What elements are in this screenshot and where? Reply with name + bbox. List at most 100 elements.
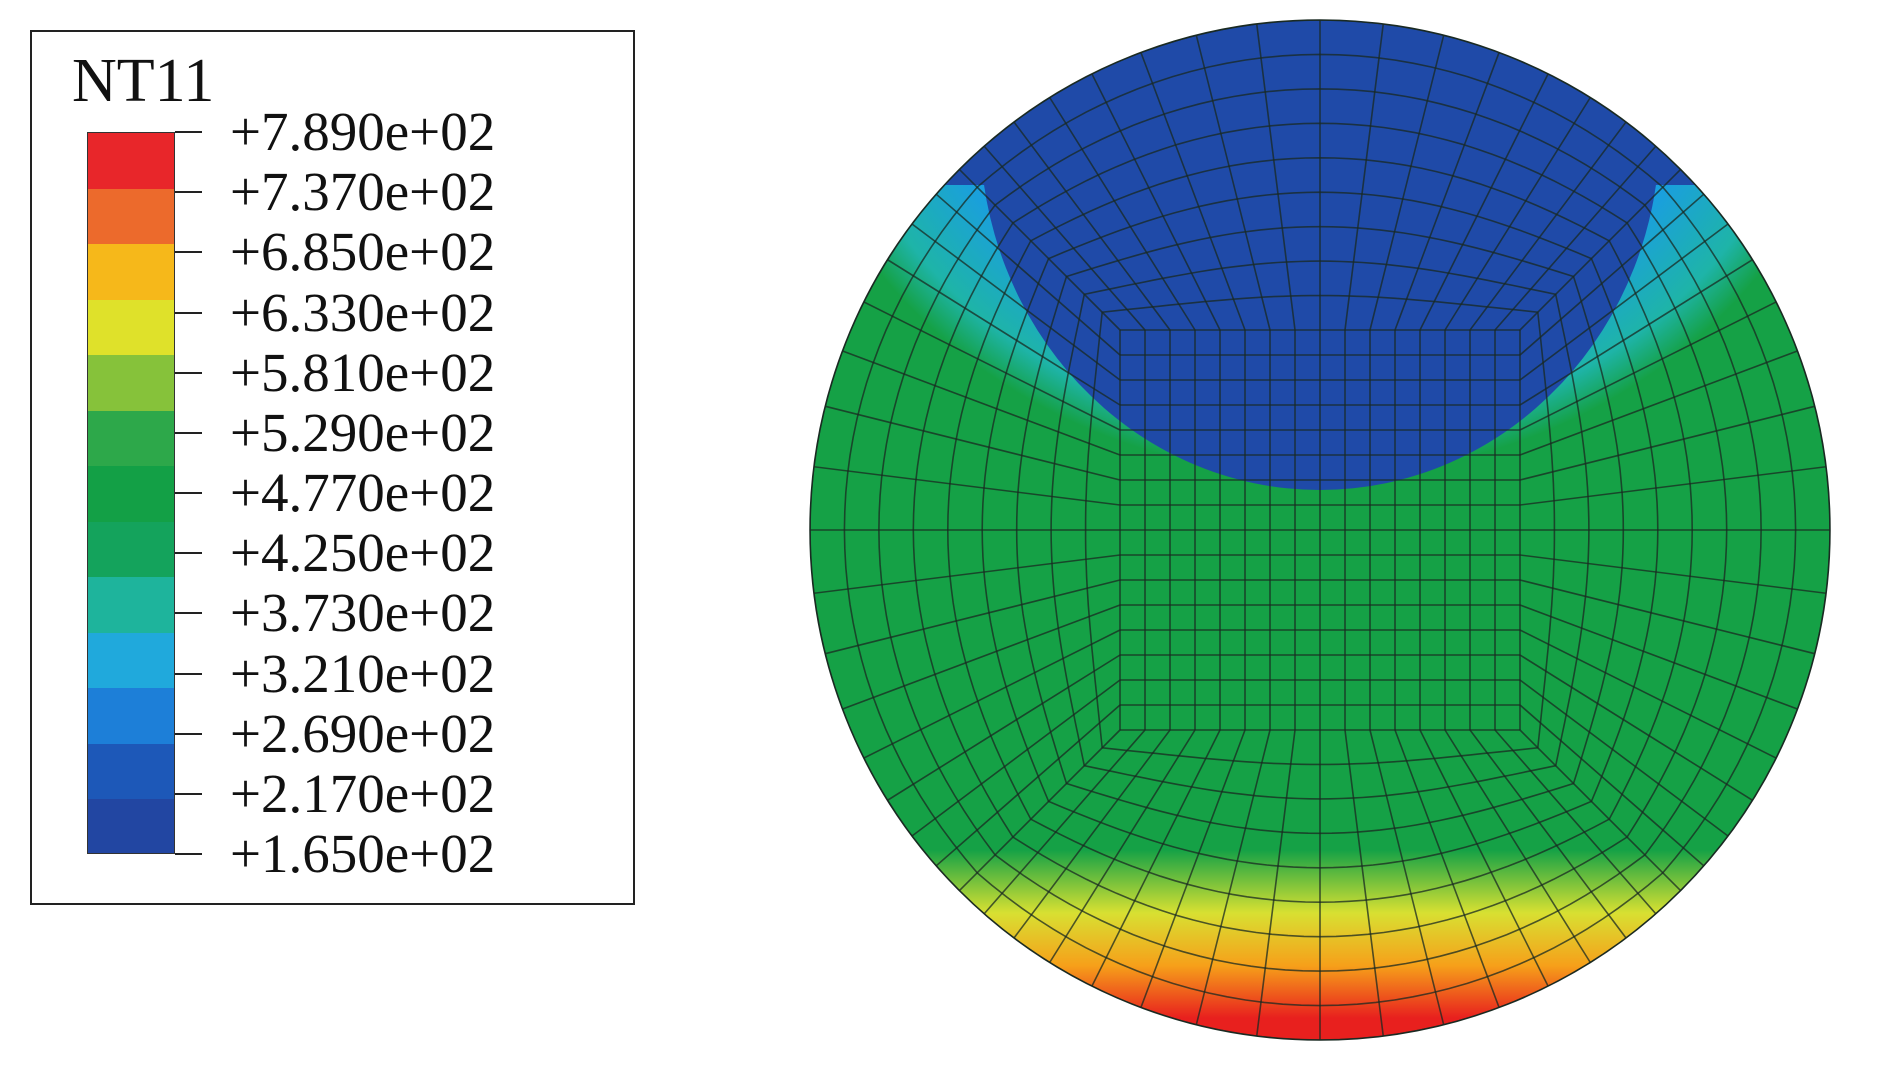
mesh-line [1519,217,1737,381]
legend-tick-label: +6.850e+02 [230,221,496,283]
legend-tick [175,552,202,555]
mesh-line [810,464,1121,506]
legend-tick-label: +4.250e+02 [230,522,496,584]
mesh-line [1193,729,1271,1035]
mesh-line [903,679,1121,843]
legend-tick [175,853,202,855]
mesh-line [1519,604,1808,714]
mesh-line [1469,113,1633,331]
legend-band [88,410,174,467]
mesh-line [1043,88,1196,331]
mesh-line [1519,346,1808,456]
finite-element-mesh [810,20,1830,1040]
mesh-line [1086,729,1221,996]
mesh-ring [1050,260,1590,800]
mesh-line [832,346,1121,456]
mesh-ring [1015,225,1625,835]
mesh-line [1519,554,1830,596]
legend-band [88,299,174,356]
legend-tick [175,492,202,494]
mesh-line [1519,161,1689,331]
mesh-line [1136,42,1246,331]
mesh-line [810,554,1121,596]
mesh-line [1519,464,1830,506]
legend-tick [175,792,202,795]
mesh-line [1369,729,1447,1035]
mesh-line [1494,137,1664,331]
mesh-ring [843,53,1797,1007]
mesh-line [951,161,1121,331]
mesh-line [1254,729,1296,1040]
legend-panel: NT11 +7.890e+02 +7.370e+02 +6.850e+02 +6.33… [30,30,635,905]
mesh-line [1086,64,1221,331]
mesh-line [854,296,1121,431]
mesh-line [854,629,1121,764]
legend-tick [175,672,202,675]
mesh-line [951,729,1121,899]
legend-tick-label: +7.890e+02 [230,101,496,162]
legend-band [88,577,174,633]
legend-tick [175,732,202,735]
mesh-ring [981,191,1659,869]
mesh-line [1519,654,1762,807]
legend-tick [175,612,202,615]
mesh-line [1494,729,1664,923]
mesh-line [927,704,1121,874]
mesh-line [1394,729,1504,1018]
legend-band [88,355,174,411]
mesh-ring [912,122,1728,938]
disc-outline [809,19,1831,1041]
mesh-line [1519,704,1713,874]
mesh-line [1519,186,1713,356]
legend-tick-label: +7.370e+02 [230,161,496,223]
legend-band [88,632,174,689]
legend-tick-label: +3.210e+02 [230,642,496,704]
legend-tick [175,131,202,133]
mesh-line [1419,729,1554,996]
mesh-line [1469,729,1633,947]
mesh-line [927,186,1121,356]
legend-title: NT11 [72,47,215,115]
mesh-line [1254,20,1296,331]
legend-band [88,133,174,189]
mesh-line [1444,729,1597,972]
legend-band [88,799,174,853]
legend-color-bar [87,132,175,854]
mesh-ring [1084,294,1556,766]
legend-tick-label: +6.330e+02 [230,281,496,343]
contour-disc [810,20,1830,1040]
mesh-line [1344,729,1386,1040]
legend-band [88,521,174,578]
mesh-line [1419,64,1554,331]
mesh-line [832,604,1121,714]
mesh-line [1193,25,1271,331]
mesh-line [1007,113,1171,331]
legend-band [88,688,174,744]
temperature-contour-plot [809,19,1831,1041]
legend-tick-label: +1.650e+02 [230,823,496,884]
legend-band [88,244,174,300]
mesh-line [976,137,1146,331]
mesh-line [1519,629,1786,764]
legend-tick-label: +5.810e+02 [230,341,496,403]
legend-tick-label: +3.730e+02 [230,582,496,644]
mesh-line [1444,88,1597,331]
mesh-line [976,729,1146,923]
mesh-line [878,654,1121,807]
legend-tick-label: +2.170e+02 [230,762,496,824]
legend-tick-label: +4.770e+02 [230,462,496,523]
mesh-line [903,217,1121,381]
mesh-line [1519,253,1762,406]
legend-tick [175,431,202,434]
legend-band [88,743,174,800]
mesh-line [1519,579,1825,657]
legend-tick [175,251,202,254]
mesh-line [1394,42,1504,331]
mesh-ring [946,156,1694,904]
mesh-line [1136,729,1246,1018]
mesh-line [1519,729,1689,899]
mesh-line [1007,729,1171,947]
mesh-line [1519,296,1786,431]
mesh-line [878,253,1121,406]
legend-tick [175,191,202,194]
